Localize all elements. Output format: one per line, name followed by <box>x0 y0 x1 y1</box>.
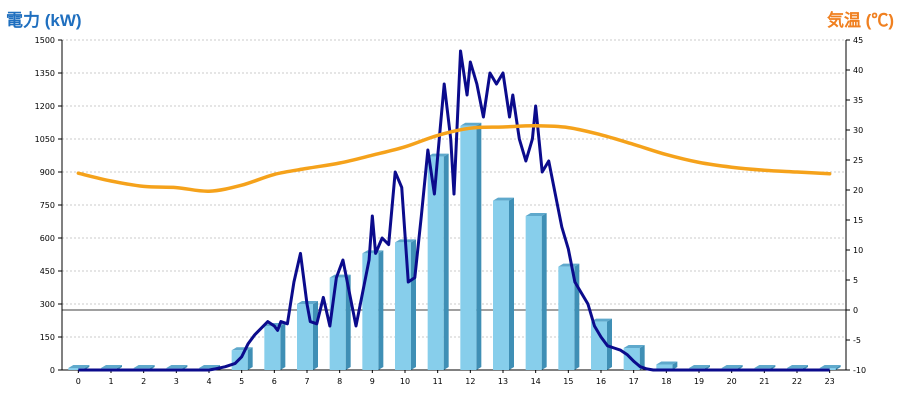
left-tick-label: 750 <box>40 201 55 210</box>
right-tick-label: 30 <box>853 126 863 135</box>
bar-top <box>133 365 155 368</box>
right-tick-label: 15 <box>853 216 863 225</box>
bar-side <box>476 122 482 370</box>
bar-side <box>313 301 318 370</box>
bar-top <box>656 361 678 365</box>
bar-top <box>558 263 580 267</box>
x-tick-label: 4 <box>206 377 211 386</box>
bar-side <box>443 153 449 370</box>
bar-top <box>591 318 612 322</box>
x-tick-label: 14 <box>531 377 541 386</box>
bar <box>460 125 477 370</box>
x-tick-label: 15 <box>563 377 573 386</box>
left-tick-label: 0 <box>50 366 55 375</box>
temperature-line <box>76 124 832 193</box>
bar <box>591 321 607 370</box>
right-tick-label: 0 <box>853 306 858 315</box>
x-tick-label: 16 <box>596 377 606 386</box>
bar-side <box>378 250 384 370</box>
bar-top <box>166 365 188 368</box>
left-tick-label: 900 <box>40 168 55 177</box>
x-tick-label: 12 <box>465 377 475 386</box>
right-tick-label: 10 <box>853 246 863 255</box>
bar-side <box>672 361 678 370</box>
x-tick-label: 9 <box>370 377 375 386</box>
bar <box>329 277 346 370</box>
bar-top <box>689 365 710 368</box>
bar <box>493 200 509 370</box>
bar-side <box>509 197 514 370</box>
bar-top <box>493 197 514 201</box>
x-tick-label: 23 <box>825 377 835 386</box>
bar <box>264 326 281 370</box>
bar <box>558 266 575 370</box>
bar-top <box>819 365 841 368</box>
x-tick-label: 17 <box>629 377 639 386</box>
x-tick-label: 10 <box>400 377 410 386</box>
right-axis-title: 気温 (℃) <box>826 11 894 30</box>
bar-top <box>754 365 776 368</box>
bar <box>68 368 85 370</box>
right-tick-label: 45 <box>853 36 863 45</box>
left-tick-label: 1350 <box>35 69 55 78</box>
bar <box>525 216 542 370</box>
x-tick-label: 21 <box>759 377 769 386</box>
left-tick-label: 600 <box>40 234 55 243</box>
bar-top <box>68 365 90 368</box>
bar-top <box>623 345 645 348</box>
bar-top <box>721 365 743 368</box>
bar-side <box>835 365 841 370</box>
x-tick-label: 11 <box>433 377 443 386</box>
bar-top <box>460 122 482 126</box>
bar-top <box>101 365 122 368</box>
bar <box>656 364 673 370</box>
x-tick-label: 2 <box>141 377 146 386</box>
left-tick-label: 150 <box>40 333 55 342</box>
bar-top <box>787 365 808 368</box>
right-tick-label: 25 <box>853 156 863 165</box>
x-tick-label: 3 <box>174 377 179 386</box>
right-tick-label: 35 <box>853 96 863 105</box>
left-axis-title: 電力 (kW) <box>6 11 82 30</box>
x-tick-label: 8 <box>337 377 342 386</box>
x-tick-label: 1 <box>108 377 113 386</box>
x-tick-label: 6 <box>272 377 277 386</box>
bar-side <box>280 323 286 370</box>
x-tick-label: 22 <box>792 377 802 386</box>
right-tick-label: -5 <box>853 336 861 345</box>
x-tick-label: 20 <box>727 377 737 386</box>
right-tick-label: 20 <box>853 186 863 195</box>
x-tick-label: 7 <box>304 377 309 386</box>
bar-side <box>411 239 416 370</box>
bar <box>362 253 379 370</box>
bar-side <box>639 345 645 370</box>
left-tick-label: 450 <box>40 267 55 276</box>
left-tick-label: 1500 <box>35 36 55 45</box>
bar-side <box>247 347 253 370</box>
power-line <box>78 49 830 372</box>
x-tick-label: 5 <box>239 377 244 386</box>
right-tick-label: 5 <box>853 276 858 285</box>
left-tick-label: 300 <box>40 300 55 309</box>
right-tick-label: 40 <box>853 66 863 75</box>
left-tick-label: 1050 <box>35 135 55 144</box>
left-tick-label: 1200 <box>35 102 55 111</box>
x-tick-label: 0 <box>76 377 81 386</box>
bar-side <box>607 318 612 370</box>
bar-side <box>541 213 547 370</box>
x-tick-label: 13 <box>498 377 508 386</box>
bar <box>395 242 411 370</box>
x-tick-label: 18 <box>661 377 671 386</box>
bar <box>427 156 444 370</box>
bar-top <box>199 365 220 368</box>
right-tick-label: -10 <box>853 366 866 375</box>
x-tick-label: 19 <box>694 377 704 386</box>
bar-top <box>525 213 547 216</box>
bar <box>297 304 313 370</box>
